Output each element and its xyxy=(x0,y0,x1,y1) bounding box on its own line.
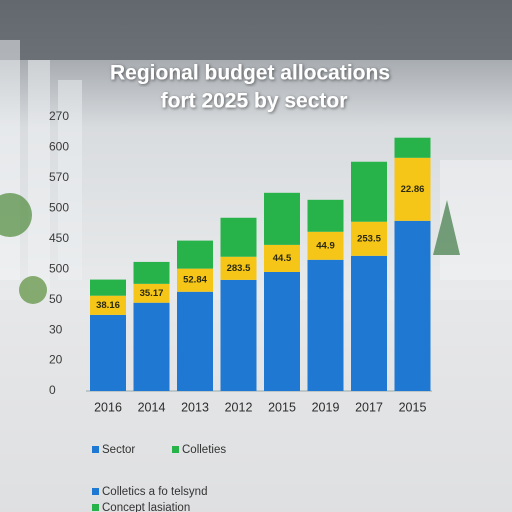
legend-swatch xyxy=(92,488,99,495)
ceiling xyxy=(0,0,512,60)
bar-segment xyxy=(220,217,257,257)
plant xyxy=(433,200,460,255)
y-axis-label: 450 xyxy=(49,231,69,245)
legend-label: Sector xyxy=(102,444,135,456)
y-axis-label: 20 xyxy=(49,353,63,367)
bar-segment xyxy=(220,279,257,391)
bar-segment xyxy=(264,192,300,245)
plant xyxy=(19,276,47,304)
segment-label: 35.17 xyxy=(140,288,164,299)
y-axis-label: 600 xyxy=(49,140,69,154)
x-tick-label: 2013 xyxy=(181,400,209,414)
bar-segment xyxy=(264,271,300,391)
bar-segment xyxy=(351,255,387,391)
legend-swatch xyxy=(172,446,179,453)
plant xyxy=(0,193,32,237)
segment-label: 44.9 xyxy=(316,240,335,251)
bar-segment xyxy=(133,261,170,284)
y-axis-label: 0 xyxy=(49,383,56,397)
bar-segment xyxy=(351,221,387,256)
y-axis-label: 30 xyxy=(49,322,63,336)
x-tick-label: 2015 xyxy=(268,400,296,414)
segment-label: 52.84 xyxy=(183,275,207,286)
y-axis-label: 500 xyxy=(49,261,69,275)
x-tick-label: 2019 xyxy=(312,400,340,414)
bar-segment xyxy=(394,137,431,158)
y-axis-label: 570 xyxy=(49,170,69,184)
x-tick-label: 2015 xyxy=(399,400,427,414)
legend-label: Concept lasiation xyxy=(102,502,190,512)
y-axis-label: 50 xyxy=(49,292,63,306)
bar-segment xyxy=(177,268,213,292)
segment-label: 283.5 xyxy=(227,263,251,274)
legend-swatch xyxy=(92,446,99,453)
legend-label: Colleties xyxy=(182,444,226,456)
bar-segment xyxy=(90,279,126,296)
bar-segment xyxy=(90,295,126,315)
y-axis-label: 270 xyxy=(49,109,69,123)
bar-segment xyxy=(394,220,431,391)
bar-segment xyxy=(133,302,170,391)
bar-segment xyxy=(90,314,126,391)
bar-segment xyxy=(307,259,344,391)
chart-subtitle: fort 2025 by sector xyxy=(161,90,348,113)
legend-label: Colletics a fo telsynd xyxy=(102,486,207,498)
segment-label: 253.5 xyxy=(357,233,381,244)
y-axis-label: 500 xyxy=(49,201,69,215)
bar-segment xyxy=(394,157,431,221)
chart-title: Regional budget allocations xyxy=(110,62,390,85)
x-tick-label: 2014 xyxy=(138,400,166,414)
bar-segment xyxy=(133,283,170,303)
bar-segment xyxy=(264,244,300,272)
legend-swatch xyxy=(92,504,99,511)
x-tick-label: 2016 xyxy=(94,400,122,414)
segment-label: 44.5 xyxy=(273,253,292,264)
bar-segment xyxy=(177,291,213,391)
x-tick-label: 2017 xyxy=(355,400,383,414)
bar-segment xyxy=(220,256,257,280)
bar-segment xyxy=(177,240,213,269)
bar-segment xyxy=(351,161,387,222)
segment-label: 22.86 xyxy=(401,184,425,195)
bar-segment xyxy=(307,199,344,232)
x-tick-label: 2012 xyxy=(225,400,253,414)
bar-segment xyxy=(307,231,344,260)
segment-label: 38.16 xyxy=(96,300,120,311)
